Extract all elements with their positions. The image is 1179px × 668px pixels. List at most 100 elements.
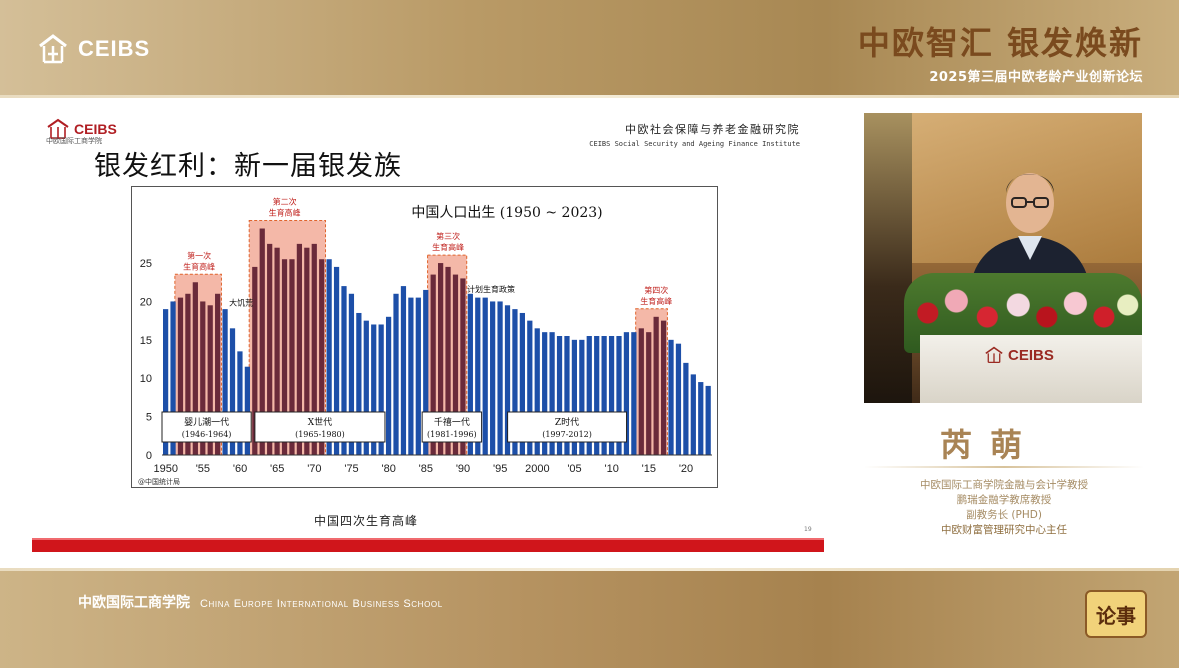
bar (631, 332, 637, 455)
bar (326, 259, 332, 455)
slide-page-number: 19 (804, 526, 812, 533)
bar (215, 293, 221, 455)
x-tick-label: '80 (382, 463, 396, 475)
birth-chart: 0 5 10 15 20 25 1950 '55 '60 '65 '70 '75 '80 '85 '90 '9… (131, 186, 718, 488)
bar (542, 332, 548, 455)
generation-name: Z时代 (555, 416, 579, 428)
bar (237, 351, 243, 455)
speaker-photo: CEIBS (864, 113, 1142, 403)
bar (690, 374, 696, 455)
bar (445, 266, 451, 455)
podium-logo-text: CEIBS (1008, 346, 1054, 364)
bar (304, 247, 310, 455)
bar (200, 301, 206, 455)
bar (185, 293, 191, 455)
x-tick-label: '60 (233, 463, 247, 475)
bar (556, 336, 563, 455)
x-tick-label: '20 (679, 463, 693, 475)
footer-band: 中欧国际工商学院 China Europe International Busi… (0, 568, 1179, 668)
bar (259, 228, 265, 455)
bar (490, 301, 496, 455)
bar (601, 336, 607, 455)
x-tick-label: '90 (456, 463, 470, 475)
bar (207, 305, 213, 455)
bar (296, 243, 303, 455)
bar (311, 243, 317, 455)
bar (698, 382, 704, 455)
peak-label: 生育高峰 (640, 296, 672, 306)
generation-range: (1946-1964) (182, 430, 232, 439)
speaker-title-line: 中欧财富管理研究中心主任 (941, 524, 1067, 536)
bar (222, 309, 228, 455)
bar (564, 336, 570, 455)
y-tick-label: 0 (146, 450, 152, 462)
peak-label: 第三次 (436, 231, 460, 241)
bar (705, 385, 711, 455)
bar (438, 263, 444, 455)
x-tick-label: '95 (493, 463, 507, 475)
bar (668, 339, 674, 455)
bar (415, 297, 421, 455)
slide-title: 银发红利：新一届银发族 (94, 151, 402, 182)
bar (519, 312, 525, 455)
bar (497, 301, 503, 455)
birth-chart-svg: 0 5 10 15 20 25 1950 '55 '60 '65 '70 '75 '80 '85 '90 '9… (138, 197, 712, 486)
generation-box (254, 411, 386, 443)
school-name-en: China Europe International Business Scho… (200, 598, 443, 610)
name-divider (864, 466, 1144, 468)
y-tick-label: 10 (140, 373, 152, 385)
bar (267, 243, 273, 455)
bar (252, 266, 258, 455)
presentation-slide: CEIBS 中欧国际工商学院 中欧社会保障与养老金融研究院 CEIBS Soci… (30, 106, 830, 561)
bar (371, 324, 377, 455)
bar (163, 309, 169, 455)
y-tick-label: 25 (140, 258, 152, 270)
event-subtitle: 2025第三届中欧老龄产业创新论坛 (929, 70, 1143, 85)
bar (482, 297, 488, 455)
bar (638, 328, 644, 455)
ceibs-logo: CEIBS (36, 32, 150, 66)
generation-name: 千禧一代 (434, 416, 470, 428)
bar (504, 305, 511, 455)
slide-caption: 中国四次生育高峰 (314, 514, 419, 528)
header-band: CEIBS 中欧智汇 银发焕新 2025第三届中欧老龄产业创新论坛 (0, 0, 1179, 98)
ceibs-slide-logo-icon (47, 118, 69, 139)
bar (356, 312, 362, 455)
bar (170, 301, 176, 455)
bar (623, 332, 630, 455)
y-tick-label: 20 (140, 296, 152, 308)
generation-name: 婴儿潮一代 (184, 416, 229, 428)
x-tick-label: '75 (344, 463, 358, 475)
ceibs-logo-icon (39, 34, 67, 64)
chart-title: 中国人口出生 (1950 ~ 2023) (411, 205, 602, 221)
bar (534, 328, 540, 455)
bar (608, 336, 615, 455)
x-tick-label: 1950 (153, 463, 177, 475)
bar (333, 266, 340, 455)
slide-logo: CEIBS (46, 118, 117, 140)
stage-background (864, 113, 912, 403)
bar (475, 297, 481, 455)
bar (348, 293, 355, 455)
school-name: 中欧国际工商学院 China Europe International Busi… (78, 592, 443, 612)
generation-box (507, 411, 628, 443)
slide-logo-text: CEIBS (74, 121, 117, 137)
bar (385, 316, 392, 455)
bar (192, 282, 198, 455)
speaker-title-line: 副教务长 (PHD) (966, 509, 1042, 521)
institute-name-cn: 中欧社会保障与养老金融研究院 (625, 123, 800, 136)
peak-label: 生育高峰 (432, 242, 464, 252)
chart-source: @中国统计局 (138, 477, 180, 486)
bar (452, 274, 459, 455)
channel-badge: 论事 (1085, 590, 1147, 638)
x-tick-label: '85 (419, 463, 433, 475)
speaker-title-line: 中欧国际工商学院金融与会计学教授 (920, 479, 1088, 491)
x-tick-label: 2000 (525, 463, 549, 475)
speaker-figure-icon (970, 173, 1090, 288)
bar (393, 293, 399, 455)
bar (244, 366, 250, 455)
bar (177, 297, 184, 455)
event-title: 中欧智汇 银发焕新 (857, 24, 1143, 62)
bar (512, 309, 518, 455)
podium-logo: CEIBS (984, 346, 1054, 364)
